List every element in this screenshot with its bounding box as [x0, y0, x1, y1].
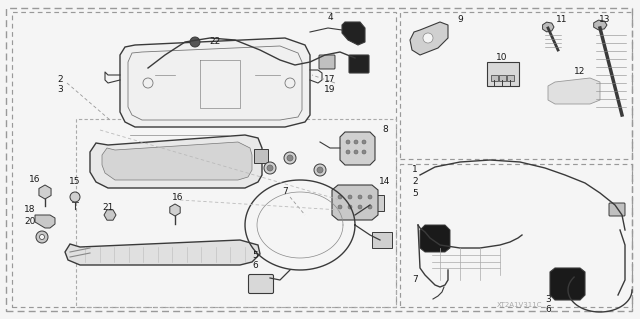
Circle shape — [348, 205, 352, 209]
FancyBboxPatch shape — [499, 75, 506, 80]
Text: 19: 19 — [324, 85, 336, 94]
Text: 17: 17 — [324, 76, 336, 85]
Circle shape — [368, 195, 372, 199]
Circle shape — [362, 150, 366, 154]
Text: 2: 2 — [412, 177, 418, 187]
Circle shape — [338, 195, 342, 199]
Polygon shape — [548, 78, 600, 104]
Text: 16: 16 — [29, 175, 41, 184]
Circle shape — [354, 150, 358, 154]
Text: 9: 9 — [457, 16, 463, 25]
Text: 7: 7 — [412, 276, 418, 285]
Text: 3: 3 — [57, 85, 63, 94]
Circle shape — [70, 192, 80, 202]
FancyBboxPatch shape — [487, 62, 519, 86]
Polygon shape — [120, 38, 310, 127]
Text: 8: 8 — [382, 125, 388, 135]
Polygon shape — [102, 142, 252, 180]
Polygon shape — [420, 225, 450, 252]
Polygon shape — [90, 135, 262, 188]
Polygon shape — [104, 210, 116, 220]
Polygon shape — [410, 22, 448, 55]
Text: 5: 5 — [412, 189, 418, 198]
Polygon shape — [39, 185, 51, 199]
FancyBboxPatch shape — [609, 203, 625, 216]
Text: 15: 15 — [69, 177, 81, 187]
Circle shape — [36, 231, 48, 243]
Text: 16: 16 — [172, 192, 184, 202]
Circle shape — [338, 205, 342, 209]
Circle shape — [354, 140, 358, 144]
Circle shape — [346, 150, 350, 154]
Text: 22: 22 — [209, 38, 221, 47]
Circle shape — [190, 37, 200, 47]
FancyBboxPatch shape — [364, 195, 384, 211]
Text: 2: 2 — [57, 76, 63, 85]
FancyBboxPatch shape — [506, 75, 513, 80]
Circle shape — [348, 195, 352, 199]
FancyBboxPatch shape — [254, 149, 268, 163]
Text: 1: 1 — [412, 166, 418, 174]
Text: 18: 18 — [24, 205, 36, 214]
Text: 10: 10 — [496, 54, 508, 63]
Polygon shape — [340, 132, 375, 165]
Polygon shape — [342, 22, 365, 45]
FancyBboxPatch shape — [372, 232, 392, 248]
Text: 11: 11 — [556, 16, 568, 25]
Circle shape — [267, 165, 273, 171]
Text: 13: 13 — [599, 16, 611, 25]
Circle shape — [346, 140, 350, 144]
Text: 4: 4 — [327, 13, 333, 23]
Circle shape — [287, 155, 293, 161]
Polygon shape — [65, 240, 260, 265]
FancyBboxPatch shape — [248, 275, 273, 293]
Circle shape — [264, 162, 276, 174]
Text: 14: 14 — [380, 177, 390, 187]
Text: 6: 6 — [252, 261, 258, 270]
Circle shape — [40, 234, 45, 240]
Polygon shape — [35, 215, 55, 228]
Polygon shape — [594, 20, 607, 30]
FancyBboxPatch shape — [490, 75, 497, 80]
Circle shape — [423, 33, 433, 43]
Text: 20: 20 — [24, 218, 36, 226]
Circle shape — [284, 152, 296, 164]
Circle shape — [358, 205, 362, 209]
Circle shape — [358, 195, 362, 199]
Text: XT2A1V311C: XT2A1V311C — [497, 302, 543, 308]
Polygon shape — [170, 204, 180, 216]
Text: 5: 5 — [252, 250, 258, 259]
FancyBboxPatch shape — [319, 55, 335, 69]
Polygon shape — [332, 185, 378, 220]
Text: 12: 12 — [574, 68, 586, 77]
Circle shape — [368, 205, 372, 209]
Text: 3: 3 — [545, 295, 551, 305]
Polygon shape — [550, 268, 585, 300]
Polygon shape — [543, 22, 554, 32]
Text: 6: 6 — [545, 306, 551, 315]
Circle shape — [362, 140, 366, 144]
Text: 21: 21 — [102, 203, 114, 211]
Circle shape — [317, 167, 323, 173]
Text: 7: 7 — [282, 188, 288, 197]
FancyBboxPatch shape — [349, 55, 369, 73]
Circle shape — [314, 164, 326, 176]
